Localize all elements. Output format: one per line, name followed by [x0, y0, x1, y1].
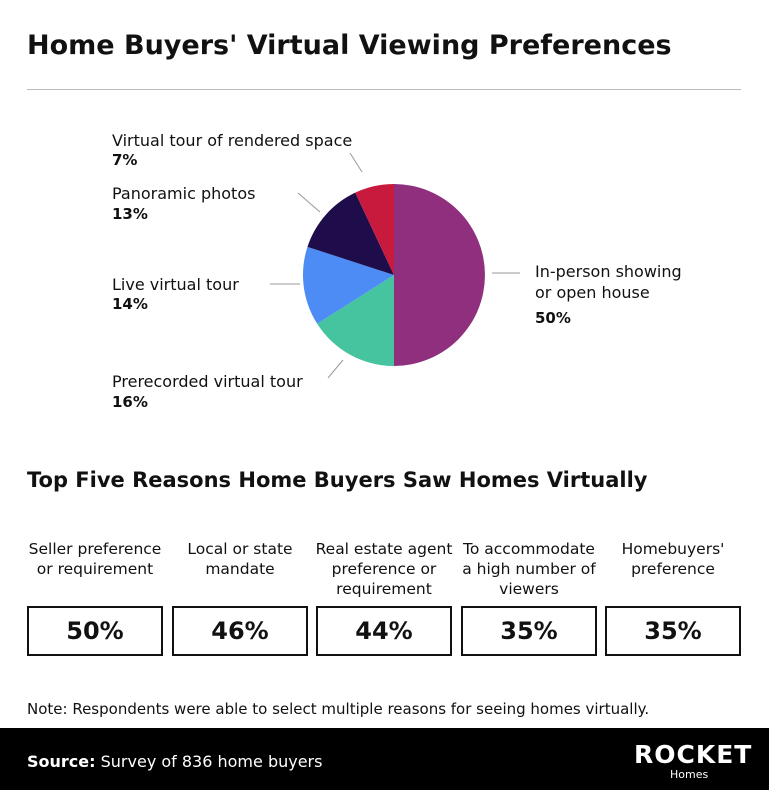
reason-value: 35% [605, 606, 741, 656]
logo-sub: Homes [670, 768, 709, 781]
reason-value: 46% [172, 606, 308, 656]
slice-label: Virtual tour of rendered space [112, 131, 353, 150]
pie-slice [303, 246, 394, 324]
leader-lines [270, 152, 520, 379]
pie-slice [317, 275, 394, 366]
leader-line [297, 192, 321, 213]
note: Note: Respondents were able to select mu… [27, 700, 650, 718]
pie-chart [270, 152, 520, 379]
slice-value: 13% [112, 205, 148, 223]
slice-value: 50% [535, 309, 571, 327]
pie-slice [394, 184, 485, 366]
slice-value: 14% [112, 295, 148, 313]
pie-slice [355, 184, 394, 275]
slice-value: 7% [112, 151, 138, 169]
source: Source: Survey of 836 home buyers [27, 752, 322, 771]
reason-value: 50% [27, 606, 163, 656]
section-title: Top Five Reasons Home Buyers Saw Homes V… [27, 468, 648, 492]
source-label: Source: [27, 752, 96, 771]
pie-slice [307, 192, 394, 275]
source-text: Survey of 836 home buyers [100, 752, 323, 771]
reason-label: Seller preference or requirement [28, 540, 162, 578]
reason-label: Homebuyers' preference [621, 540, 725, 578]
slice-label: Live virtual tour [112, 275, 239, 294]
reason-value: 35% [461, 606, 597, 656]
footer [0, 728, 769, 790]
reason-label: Real estate agent preference or requirem… [315, 540, 453, 598]
chart-title: Home Buyers' Virtual Viewing Preferences [27, 30, 672, 61]
reason-label: To accommodate a high number of viewers [462, 540, 596, 598]
reason-label: Local or state mandate [187, 540, 293, 578]
slice-label: Panoramic photos [112, 184, 256, 203]
leader-line [349, 152, 363, 173]
slice-label: In-person showing or open house [535, 262, 682, 302]
reason-value: 44% [316, 606, 452, 656]
leader-line [327, 359, 344, 379]
divider [27, 89, 741, 90]
slice-value: 16% [112, 393, 148, 411]
logo: ROCKET [634, 740, 753, 769]
slice-label: Prerecorded virtual tour [112, 372, 303, 391]
